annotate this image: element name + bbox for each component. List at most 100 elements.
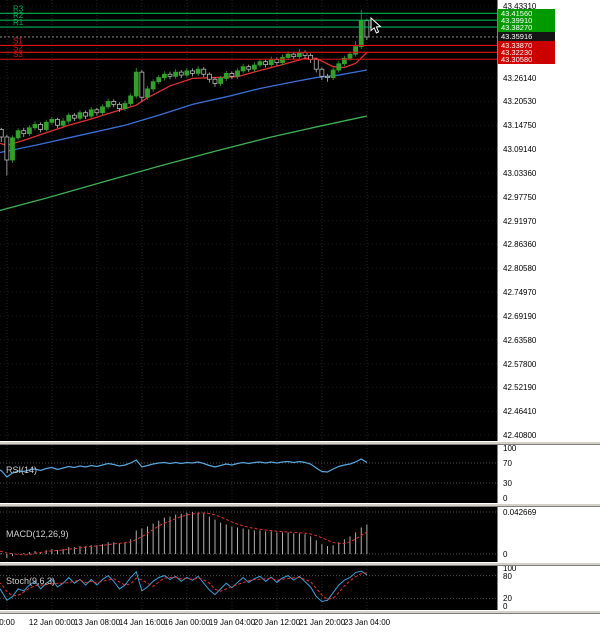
price-axis-label: 42.46410 xyxy=(503,407,537,417)
macd-canvas[interactable] xyxy=(0,507,497,562)
candle xyxy=(4,136,10,161)
candle xyxy=(291,53,297,58)
mouse-cursor-icon xyxy=(370,17,383,35)
stochastic-label: Stoch(9,6,3) xyxy=(6,576,56,586)
pivot-price-badge-R3: 43.41560 xyxy=(498,8,555,18)
candle xyxy=(60,120,66,126)
candle xyxy=(111,101,117,105)
candle xyxy=(0,129,4,138)
candle xyxy=(55,119,60,126)
time-axis-label: 23 Jan 04:00 xyxy=(343,618,391,627)
candle xyxy=(296,52,302,58)
candle xyxy=(336,63,342,71)
panel-divider-rsi-macd[interactable] xyxy=(0,503,600,507)
panel-divider-macd-stoch[interactable] xyxy=(0,562,600,566)
rsi-axis-label: 30 xyxy=(503,479,512,488)
stochastic-panel[interactable]: Stoch(9,6,3) xyxy=(0,566,497,610)
candle xyxy=(88,109,94,117)
stochastic-axis-label: 0 xyxy=(503,602,508,611)
candle xyxy=(150,81,156,90)
pivot-label-S1: S1 xyxy=(13,36,23,45)
stochastic-axis-label: 100 xyxy=(503,564,517,573)
time-axis-label: 14 Jan 16:00 xyxy=(118,618,166,627)
macd-label: MACD(12,26,9) xyxy=(6,529,69,539)
candle xyxy=(133,71,139,97)
ma-fast-red xyxy=(0,52,368,147)
candle xyxy=(274,59,280,63)
current-price-badge: 43.35916 xyxy=(498,32,555,42)
candle xyxy=(83,112,89,117)
rsi-label: RSI(14) xyxy=(6,465,38,475)
candle xyxy=(353,46,359,55)
price-axis-label: 42.40800 xyxy=(503,430,537,440)
candle xyxy=(10,137,15,161)
candle xyxy=(145,88,150,98)
price-axis-label: 42.91970 xyxy=(503,216,537,226)
candle xyxy=(235,70,240,77)
candle xyxy=(161,73,167,78)
stochastic-axis-label: 80 xyxy=(503,571,512,581)
candle xyxy=(100,106,105,114)
rsi-axis-label: 0 xyxy=(503,494,508,503)
candle xyxy=(15,130,21,139)
candle xyxy=(240,66,246,72)
candle xyxy=(116,103,122,109)
candle xyxy=(302,52,308,56)
price-axis-label: 42.80580 xyxy=(503,264,537,274)
panel-divider-main-rsi[interactable] xyxy=(0,441,600,445)
price-axis-label: 43.03360 xyxy=(503,169,537,179)
price-axis-label: 43.26140 xyxy=(503,73,537,83)
price-axis-label: 42.52190 xyxy=(503,383,537,393)
pivot-price-badge-S2: 43.32230 xyxy=(498,47,555,57)
candle xyxy=(184,70,190,76)
rsi-line xyxy=(0,458,368,478)
candle xyxy=(71,114,77,119)
candle xyxy=(325,75,330,78)
time-axis-label: 16 Jan 00:00 xyxy=(163,618,211,627)
macd-axis-label: 0.042669 xyxy=(503,508,537,518)
candle xyxy=(167,73,173,77)
pivot-price-badge-R1: 43.38270 xyxy=(498,22,555,32)
rsi-axis-label: 100 xyxy=(503,444,517,453)
candle xyxy=(105,101,111,108)
panel-divider-stoch-timeaxis[interactable] xyxy=(0,610,600,614)
macd-axis-label: 0 xyxy=(503,550,508,560)
candle xyxy=(201,68,207,75)
candle xyxy=(347,53,353,59)
candle xyxy=(229,72,235,77)
candle xyxy=(246,66,252,70)
candle xyxy=(38,124,44,130)
pivot-price-badge-R2: 43.39910 xyxy=(498,15,555,25)
candle xyxy=(285,53,291,58)
stochastic-canvas[interactable] xyxy=(0,566,497,610)
time-axis-label: 0:00 xyxy=(0,618,15,627)
ma-slow-green xyxy=(0,115,368,212)
candle xyxy=(319,68,325,77)
time-axis[interactable]: 0:00 12 Jan 00:00 13 Jan 08:00 14 Jan 16:00… xyxy=(0,614,600,633)
candle xyxy=(139,71,145,98)
price-axis-label: 42.63580 xyxy=(503,335,537,345)
candle xyxy=(341,57,347,65)
candle xyxy=(21,130,27,135)
candle xyxy=(268,59,274,66)
macd-panel[interactable]: MACD(12,26,9) xyxy=(0,507,497,562)
time-axis-label: 13 Jan 08:00 xyxy=(73,618,121,627)
stoch-d-line xyxy=(0,572,367,600)
candle xyxy=(280,57,285,63)
candle xyxy=(358,20,364,48)
grid-lines xyxy=(0,0,497,441)
candle xyxy=(178,71,184,76)
stochastic-axis-label: 20 xyxy=(503,594,512,604)
rsi-panel[interactable]: RSI(14) xyxy=(0,445,497,503)
ma-mid-blue xyxy=(0,69,367,154)
price-chart-panel[interactable]: R3 R2 R1 S1 S2 S3 xyxy=(0,0,497,441)
candle xyxy=(257,61,263,66)
candle xyxy=(190,70,195,74)
candle xyxy=(223,72,229,79)
price-axis[interactable]: 43.43310 43.26140 43.20530 43.14750 43.09140… xyxy=(497,0,600,614)
price-axis-label: 43.20530 xyxy=(503,97,537,107)
rsi-canvas[interactable] xyxy=(0,445,497,503)
macd-signal-line xyxy=(0,512,368,556)
